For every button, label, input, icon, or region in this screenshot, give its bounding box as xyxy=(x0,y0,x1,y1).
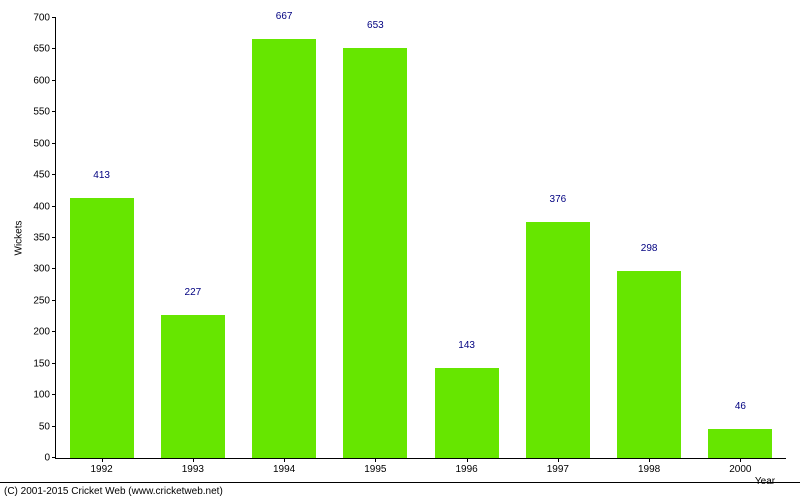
y-tick-label: 300 xyxy=(33,264,56,275)
y-tick-label: 150 xyxy=(33,358,56,369)
footer-text: (C) 2001-2015 Cricket Web (www.cricketwe… xyxy=(4,486,223,497)
x-tick-mark xyxy=(193,458,194,462)
y-tick-label: 700 xyxy=(33,13,56,24)
y-tick-mark xyxy=(52,457,56,458)
y-tick-mark xyxy=(52,48,56,49)
y-tick-label: 350 xyxy=(33,233,56,244)
bar xyxy=(252,39,316,458)
chart-container: 0 50 100 150 200 250 300 350 400 450 500 550 600 650 7… xyxy=(0,0,800,500)
bar xyxy=(343,48,407,458)
y-tick-label: 100 xyxy=(33,390,56,401)
bar xyxy=(526,222,590,458)
y-tick-mark xyxy=(52,363,56,364)
y-tick-mark xyxy=(52,174,56,175)
bar-value-label: 227 xyxy=(185,287,202,301)
x-tick-mark xyxy=(740,458,741,462)
x-tick-mark xyxy=(649,458,650,462)
y-tick-mark xyxy=(52,17,56,18)
x-tick-mark xyxy=(284,458,285,462)
y-tick-mark xyxy=(52,331,56,332)
y-tick-label: 400 xyxy=(33,201,56,212)
y-tick-mark xyxy=(52,143,56,144)
y-tick-mark xyxy=(52,394,56,395)
bar xyxy=(435,368,499,458)
bar-value-label: 298 xyxy=(641,243,658,257)
y-tick-mark xyxy=(52,111,56,112)
bar xyxy=(161,315,225,458)
bar xyxy=(617,271,681,458)
y-tick-label: 550 xyxy=(33,107,56,118)
bar-value-label: 143 xyxy=(458,340,475,354)
y-tick-mark xyxy=(52,300,56,301)
bar-value-label: 46 xyxy=(735,401,746,415)
bar-value-label: 667 xyxy=(276,11,293,25)
bar-value-label: 376 xyxy=(550,194,567,208)
bar-value-label: 653 xyxy=(367,20,384,34)
y-tick-mark xyxy=(52,426,56,427)
footer-copyright: (C) 2001-2015 Cricket Web (www.cricketwe… xyxy=(0,482,800,500)
y-tick-mark xyxy=(52,80,56,81)
y-axis-label: Wickets xyxy=(14,221,25,256)
y-tick-label: 0 xyxy=(44,453,56,464)
y-tick-label: 450 xyxy=(33,170,56,181)
y-tick-mark xyxy=(52,268,56,269)
y-tick-label: 600 xyxy=(33,75,56,86)
x-tick-mark xyxy=(102,458,103,462)
x-tick-mark xyxy=(558,458,559,462)
bar xyxy=(708,429,772,458)
y-tick-mark xyxy=(52,206,56,207)
y-tick-label: 250 xyxy=(33,295,56,306)
y-tick-label: 50 xyxy=(39,421,56,432)
y-tick-label: 200 xyxy=(33,327,56,338)
plot-area: 0501001502002503003504004505005506006507… xyxy=(55,18,786,459)
y-tick-label: 500 xyxy=(33,138,56,149)
x-tick-mark xyxy=(375,458,376,462)
bar xyxy=(70,198,134,458)
y-tick-label: 650 xyxy=(33,44,56,55)
x-tick-mark xyxy=(467,458,468,462)
y-tick-mark xyxy=(52,237,56,238)
bar-value-label: 413 xyxy=(93,170,110,184)
